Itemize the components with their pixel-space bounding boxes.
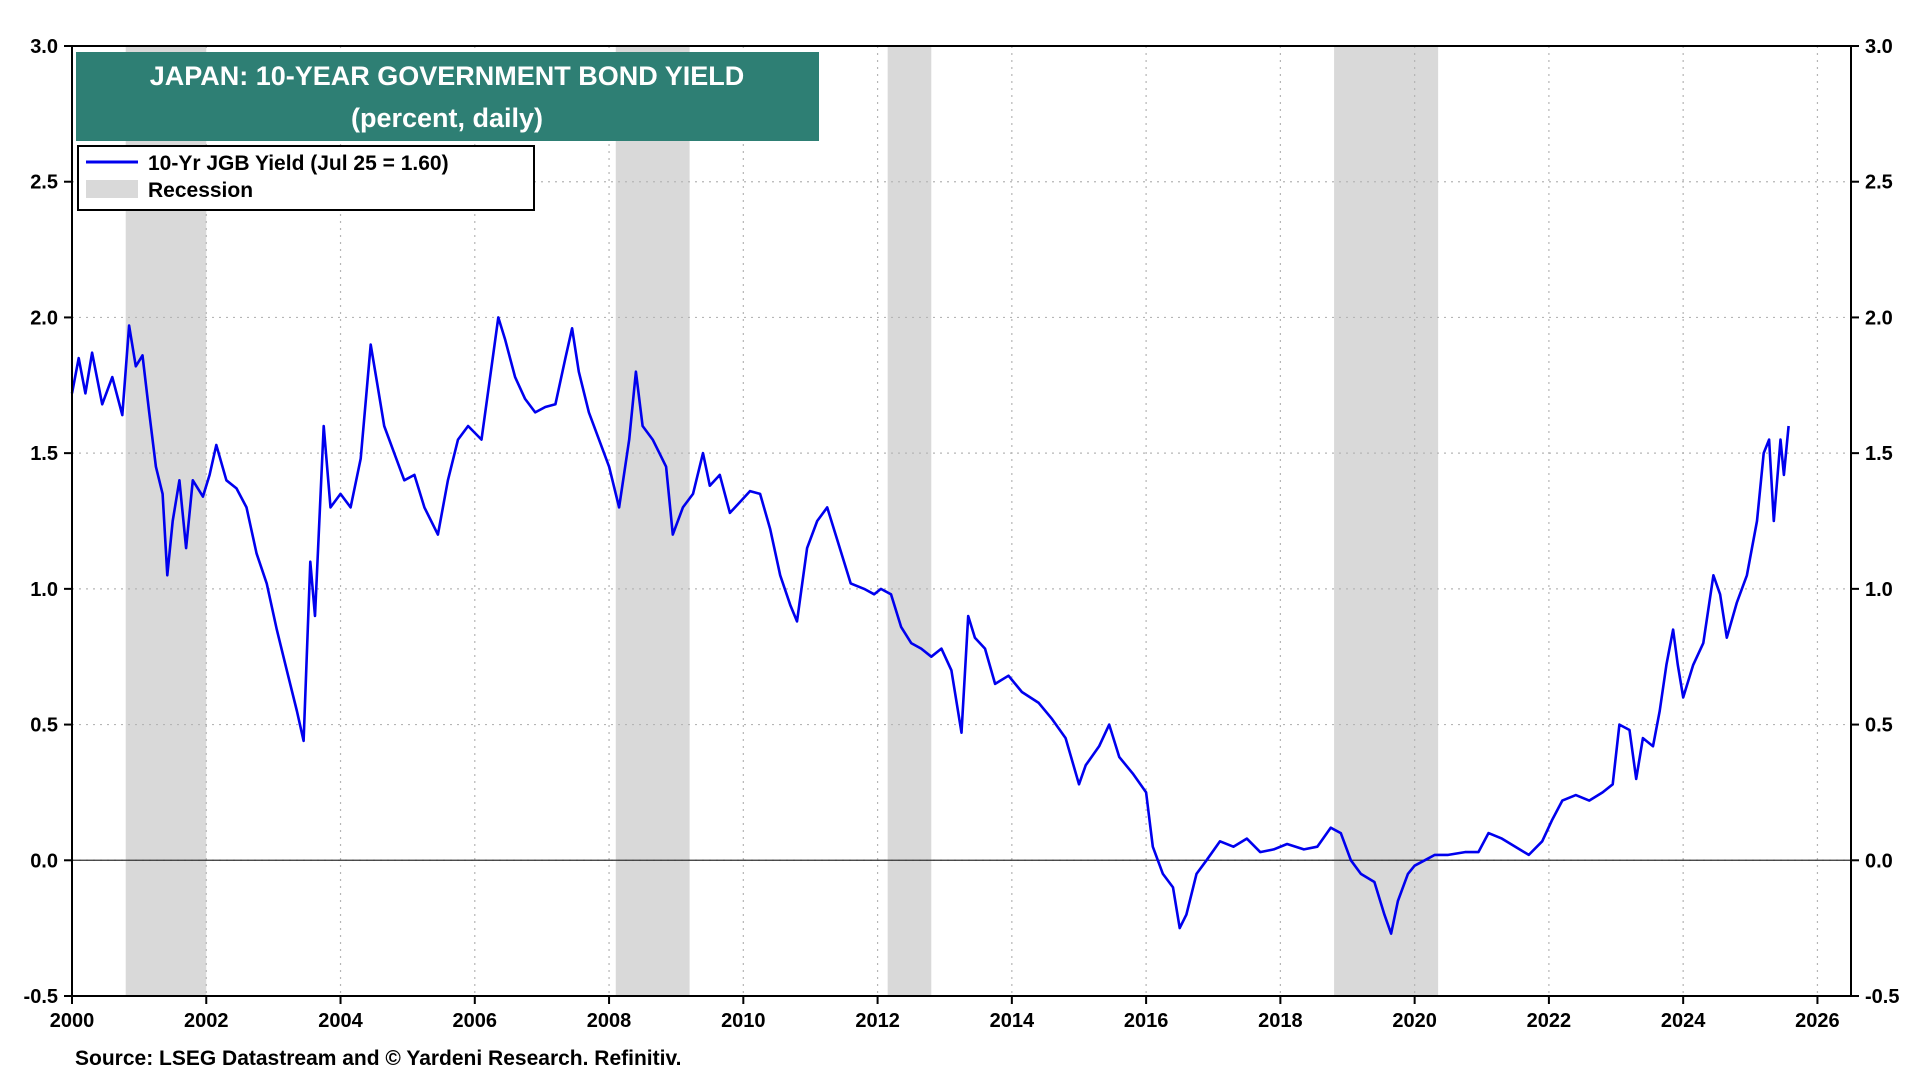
y-tick-label-right: 3.0 bbox=[1865, 36, 1893, 58]
x-tick-label: 2018 bbox=[1258, 1010, 1303, 1032]
x-tick-label: 2008 bbox=[587, 1010, 632, 1032]
x-tick-label: 2024 bbox=[1661, 1010, 1706, 1032]
x-tick-label: 2004 bbox=[318, 1010, 363, 1032]
x-tick-label: 2006 bbox=[453, 1010, 498, 1032]
y-tick-label-left: 2.5 bbox=[30, 172, 58, 194]
x-tick-label: 2014 bbox=[990, 1010, 1035, 1032]
axes: 2000 2002 2004 2006 2008 2010 2012 2014 2016 2018… bbox=[24, 36, 1900, 1032]
y-tick-label-left: -0.5 bbox=[24, 986, 58, 1008]
y-tick-label-left: 2.0 bbox=[30, 307, 58, 329]
y-tick-label-left: 1.5 bbox=[30, 443, 58, 465]
x-tick-label: 2010 bbox=[721, 1010, 766, 1032]
series-line-jgb-yield bbox=[70, 316, 1790, 935]
y-tick-label-left: 0.5 bbox=[30, 715, 58, 737]
y-tick-label-right: 0.0 bbox=[1865, 850, 1893, 872]
y-tick-label-right: 2.0 bbox=[1865, 307, 1893, 329]
y-tick-label-right: -0.5 bbox=[1865, 986, 1899, 1008]
x-tick-label: 2016 bbox=[1124, 1010, 1169, 1032]
y-tick-label-left: 1.0 bbox=[30, 579, 58, 601]
y-tick-label-right: 2.5 bbox=[1865, 172, 1893, 194]
legend-recession-label: Recession bbox=[148, 179, 253, 202]
legend-box bbox=[77, 145, 535, 211]
chart-title: JAPAN: 10-YEAR GOVERNMENT BOND YIELD bbox=[150, 61, 745, 91]
chart-subtitle: (percent, daily) bbox=[351, 103, 543, 133]
legend-series-label: 10-Yr JGB Yield (Jul 25 = 1.60) bbox=[148, 152, 449, 175]
y-tick-label-right: 0.5 bbox=[1865, 715, 1893, 737]
plot-frame bbox=[71, 45, 1852, 997]
x-tick-label: 2012 bbox=[855, 1010, 900, 1032]
legend-recession-swatch bbox=[86, 180, 138, 198]
source-note: Source: LSEG Datastream and © Yardeni Re… bbox=[75, 1047, 681, 1070]
x-tick-label: 2020 bbox=[1392, 1010, 1437, 1032]
x-tick-label: 2026 bbox=[1795, 1010, 1840, 1032]
x-tick-label: 2002 bbox=[184, 1010, 229, 1032]
grid bbox=[72, 46, 1851, 996]
x-tick-label: 2022 bbox=[1527, 1010, 1572, 1032]
x-tick-label: 2000 bbox=[50, 1010, 95, 1032]
y-tick-label-right: 1.0 bbox=[1865, 579, 1893, 601]
series-layer bbox=[70, 316, 1790, 935]
recession-band bbox=[1334, 46, 1439, 996]
y-tick-label-right: 1.5 bbox=[1865, 443, 1893, 465]
y-tick-label-left: 3.0 bbox=[30, 36, 58, 58]
recession-band bbox=[887, 46, 932, 996]
y-tick-label-left: 0.0 bbox=[30, 850, 58, 872]
title-box bbox=[76, 52, 819, 141]
